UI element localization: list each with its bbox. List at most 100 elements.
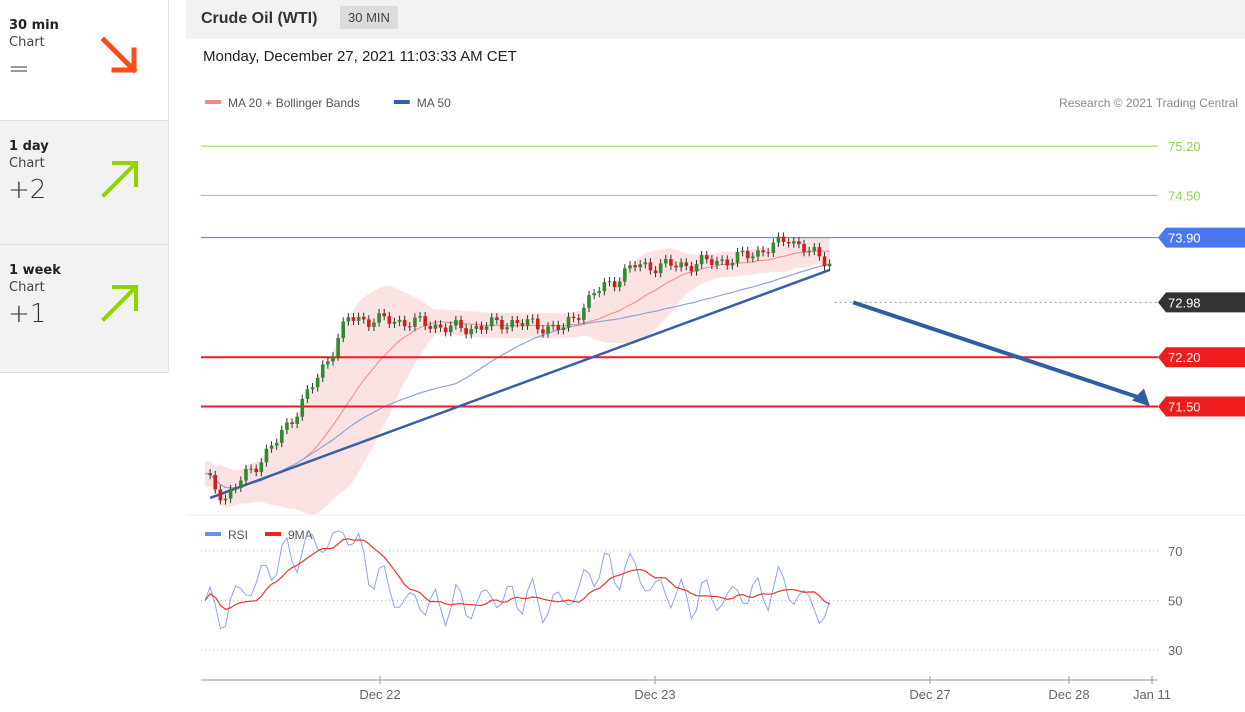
candle-body	[377, 313, 381, 323]
candle-body	[699, 255, 704, 265]
candle-body	[628, 265, 632, 269]
candle-body	[735, 252, 740, 263]
timeframe-1week[interactable]: 1 week Chart +1	[0, 245, 168, 373]
arrow-up-right-icon	[101, 285, 138, 322]
candle-body	[515, 320, 520, 324]
ma50-line	[204, 263, 830, 489]
legend-label: MA 50	[417, 96, 451, 110]
legend-swatch	[393, 100, 410, 104]
candle-body	[617, 281, 622, 288]
candle-body	[561, 327, 566, 331]
candle-body	[239, 480, 243, 488]
candle-body	[280, 429, 284, 443]
candle-body	[423, 316, 427, 326]
candle-body	[822, 256, 827, 267]
candle-body	[469, 328, 474, 335]
candle-body	[541, 329, 545, 334]
bollinger-bands	[205, 236, 830, 515]
candle-body	[418, 316, 422, 318]
candle-body	[351, 317, 356, 321]
bollinger-band-area	[205, 236, 830, 515]
candle-body	[392, 321, 397, 324]
candle-body	[689, 265, 694, 272]
level-badge	[1158, 292, 1245, 313]
candle-body	[761, 250, 765, 253]
candle-body	[223, 498, 228, 501]
candle-body	[546, 326, 550, 334]
candle-body	[326, 361, 330, 365]
candle-body	[213, 475, 218, 490]
candle-body	[228, 489, 233, 499]
candle-body	[372, 322, 376, 327]
candle-body	[489, 317, 494, 327]
candle-body	[576, 318, 581, 320]
forecast-group	[852, 300, 1150, 407]
candle-body	[730, 262, 735, 266]
level-label: 72.98	[1168, 295, 1201, 310]
candle-body	[720, 259, 724, 261]
candle-body	[464, 328, 468, 335]
timeframe-30min[interactable]: 30 min Chart =	[0, 0, 168, 121]
candle-body	[285, 422, 289, 430]
timeframe-sub: Chart	[9, 35, 45, 50]
candle-body	[812, 247, 817, 251]
candle-body	[525, 319, 530, 326]
candle-body	[218, 489, 223, 501]
candle-body	[305, 389, 310, 399]
candle-body	[479, 325, 484, 330]
candle-body	[797, 241, 801, 245]
candle-body	[438, 324, 443, 328]
timeframe-1day[interactable]: 1 day Chart +2	[0, 121, 168, 245]
candle-body	[397, 319, 402, 322]
timeframe-badge[interactable]: 30 MIN	[340, 6, 398, 29]
candle-body	[361, 316, 366, 320]
level-label: 71.50	[1168, 399, 1201, 414]
candle-body	[454, 319, 458, 326]
rsi-line	[204, 530, 831, 630]
candle-body	[633, 265, 637, 268]
timestamp: Monday, December 27, 2021 11:03:33 AM CE…	[203, 48, 517, 65]
candle-body	[484, 326, 489, 330]
legend-swatch	[205, 100, 221, 104]
candle-body	[402, 319, 407, 327]
candle-body	[310, 387, 315, 390]
candle-body	[300, 398, 305, 417]
legend-label: RSI	[228, 528, 248, 542]
timeframe-name: 30 min	[9, 18, 59, 33]
candles	[208, 232, 832, 505]
candle-body	[356, 316, 361, 321]
candle-body	[566, 316, 571, 328]
candle-body	[664, 259, 668, 264]
candle-body	[653, 270, 658, 274]
candle-body	[387, 316, 392, 324]
candle-body	[694, 264, 699, 272]
arrow-down-right-icon	[100, 36, 138, 74]
candle-body	[602, 282, 607, 292]
level-label: 74.50	[1168, 188, 1201, 203]
candle-body	[495, 317, 499, 321]
candle-body	[428, 325, 433, 329]
timeframe-sidebar: 30 min Chart = 1 day Chart +2 1 week Cha…	[0, 0, 169, 373]
candle-body	[315, 377, 320, 388]
timeframe-score: =	[8, 54, 30, 84]
rsi-level-label: 70	[1168, 544, 1182, 559]
candle-body	[346, 317, 351, 322]
candle-body	[249, 468, 253, 470]
candle-body	[786, 241, 791, 244]
candle-body	[710, 259, 714, 265]
legend: MA 20 + Bollinger Bands MA 50 Research © 2…	[205, 96, 1238, 110]
level-badge	[1158, 227, 1245, 248]
candle-body	[433, 324, 438, 329]
candle-body	[817, 247, 822, 257]
trendline	[209, 268, 831, 500]
candle-body	[536, 318, 540, 330]
candle-body	[259, 462, 264, 473]
timeframe-name: 1 day	[9, 139, 49, 154]
candle-body	[320, 364, 325, 378]
candle-body	[612, 281, 617, 288]
arrow-up-right-icon	[101, 161, 138, 198]
forecast-arrowhead	[1132, 388, 1150, 407]
candle-body	[295, 416, 299, 425]
candle-body	[587, 295, 591, 308]
candle-body	[336, 337, 340, 357]
